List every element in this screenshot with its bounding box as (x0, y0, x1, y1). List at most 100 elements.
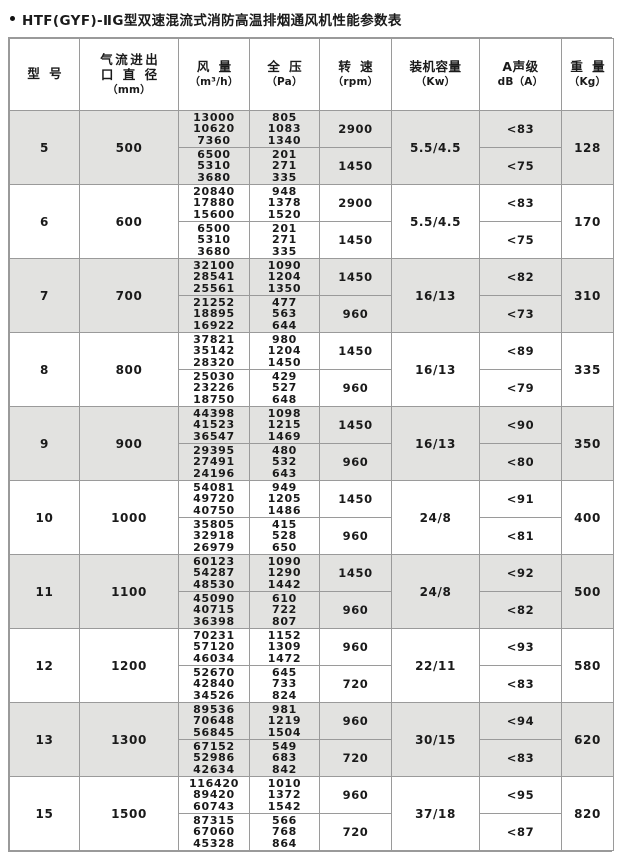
cell-airflow-value: 3680 (197, 244, 231, 258)
cell-pressure-stack: 201 271 335 (250, 222, 319, 257)
cell-pressure: 477 563 644 (249, 295, 320, 333)
cell-pressure: 610 722 807 (249, 591, 320, 629)
cell-airflow-value: 54081 (193, 480, 235, 494)
cell-airflow: 6500 5310 3680 (178, 221, 250, 259)
cell-airflow: 29395 27491 24196 (178, 443, 250, 481)
cell-airflow-value: 36547 (193, 429, 235, 443)
cell-airflow-value: 52670 (193, 665, 235, 679)
cell-airflow: 35805 32918 26979 (178, 517, 250, 555)
cell-pressure-value: 1504 (267, 725, 302, 739)
cell-airflow-value: 27491 (193, 455, 235, 469)
cell-airflow-value: 17880 (193, 196, 235, 210)
cell-model: 12 (9, 628, 80, 703)
cell-pressure-value: 201 (271, 147, 298, 161)
cell-noise: <83 (479, 739, 562, 777)
cell-pressure-value: 1542 (267, 799, 302, 813)
cell-airflow-value: 18750 (193, 392, 235, 406)
cell-airflow-value: 23226 (193, 381, 235, 395)
cell-airflow-value: 42634 (193, 762, 235, 776)
cell-pressure-value: 1309 (267, 640, 302, 654)
cell-pressure-stack: 415 528 650 (250, 518, 319, 554)
cell-power: 22/11 (391, 628, 480, 703)
cell-pressure: 948 1378 1520 (249, 184, 320, 222)
cell-pressure-stack: 980 1204 1450 (250, 332, 319, 369)
cell-noise: <81 (479, 517, 562, 555)
cell-airflow-value: 70231 (193, 628, 235, 642)
column-header-power: 装机容量 （Kw） (391, 38, 480, 111)
cell-airflow-value: 48530 (193, 577, 235, 591)
table-row: 13 1300 89536 70648 56845 981 1219 1504 960 30/15… (9, 702, 614, 777)
cell-airflow: 70231 57120 46034 (178, 628, 250, 666)
cell-model: 13 (9, 702, 80, 777)
cell-speed: 1450 (319, 332, 392, 370)
cell-model: 9 (9, 406, 80, 481)
table-row: 87315 67060 45328 566 768 864 720 <87 (10, 813, 614, 851)
cell-speed: 2900 (319, 184, 392, 222)
cell-pressure-stack: 480 532 643 (250, 444, 319, 479)
cell-airflow-value: 18895 (193, 307, 235, 321)
cell-pressure-value: 1204 (267, 270, 302, 284)
cell-pressure-value: 1472 (267, 651, 302, 665)
cell-airflow: 54081 49720 40750 (178, 480, 250, 518)
cell-pressure: 645 733 824 (249, 665, 320, 703)
cell-noise: <75 (479, 147, 562, 185)
table-row: 35805 32918 26979 415 528 650 960 <81 (10, 517, 614, 555)
cell-pressure-value: 1372 (267, 788, 302, 802)
cell-pressure-value: 1450 (267, 355, 302, 369)
cell-speed: 960 (319, 443, 392, 481)
cell-airflow: 37821 35142 28320 (178, 332, 250, 370)
column-header-noise: A声级 dB（A） (479, 38, 562, 111)
spec-table: 型 号气流进出口 直 径（mm）风 量（m³/h）全 压（Pa）转 速（rpm）… (9, 38, 614, 851)
cell-airflow-stack: 60123 54287 48530 (179, 555, 249, 591)
cell-airflow-value: 37821 (193, 332, 235, 346)
cell-pressure-value: 949 (271, 480, 298, 494)
column-header-label: A声级 (502, 59, 539, 75)
cell-pressure-value: 1010 (267, 776, 302, 790)
cell-noise: <91 (479, 480, 562, 518)
cell-weight: 400 (561, 480, 614, 555)
table-row: 6 600 20840 17880 15600 948 1378 1520 2900 5.5/4.… (9, 184, 614, 259)
cell-pressure-value: 768 (271, 825, 298, 839)
cell-pressure-value: 1090 (267, 554, 302, 568)
cell-airflow-value: 52986 (193, 751, 235, 765)
cell-airflow-stack: 87315 67060 45328 (179, 814, 249, 849)
table-row: 7 700 32100 28541 25561 1090 1204 1350 1450 16/13… (9, 258, 614, 333)
table-row: 10 1000 54081 49720 40750 949 1205 1486 1450 24/8… (9, 480, 614, 555)
column-header-unit: （Pa） (266, 76, 303, 89)
cell-diameter: 1500 (79, 776, 179, 851)
cell-power: 16/13 (391, 406, 480, 481)
cell-pressure-value: 980 (271, 332, 298, 346)
cell-speed: 1450 (319, 480, 392, 518)
cell-airflow-value: 28320 (193, 355, 235, 369)
cell-airflow-value: 5310 (197, 159, 231, 173)
cell-pressure-value: 650 (271, 540, 298, 554)
cell-noise: <87 (479, 813, 562, 851)
cell-airflow-value: 40715 (193, 603, 235, 617)
cell-diameter: 1000 (79, 480, 179, 555)
cell-airflow-value: 49720 (193, 492, 235, 506)
cell-diameter: 1300 (79, 702, 179, 777)
cell-airflow-value: 57120 (193, 640, 235, 654)
cell-pressure-stack: 1090 1204 1350 (250, 259, 319, 294)
cell-noise: <80 (479, 443, 562, 481)
cell-airflow-value: 44398 (193, 406, 235, 420)
column-header-unit: （rpm） (332, 76, 379, 89)
cell-model: 15 (9, 776, 80, 851)
cell-airflow: 52670 42840 34526 (178, 665, 250, 703)
table-row: 11 1100 60123 54287 48530 1090 1290 1442 1450 24/… (9, 554, 614, 629)
cell-diameter: 1100 (79, 554, 179, 629)
cell-pressure-value: 335 (271, 170, 298, 184)
cell-pressure-value: 527 (271, 381, 298, 395)
cell-speed: 1450 (319, 258, 392, 296)
cell-speed: 1450 (319, 554, 392, 592)
cell-speed: 960 (319, 369, 392, 407)
cell-diameter: 600 (79, 184, 179, 259)
cell-noise: <94 (479, 702, 562, 740)
cell-model: 10 (9, 480, 80, 555)
cell-airflow: 87315 67060 45328 (178, 813, 250, 851)
cell-pressure-value: 733 (271, 677, 298, 691)
cell-pressure: 981 1219 1504 (249, 702, 320, 740)
cell-airflow: 60123 54287 48530 (178, 554, 250, 592)
column-header-label: 重 量 (570, 59, 608, 75)
cell-airflow-value: 56845 (193, 725, 235, 739)
